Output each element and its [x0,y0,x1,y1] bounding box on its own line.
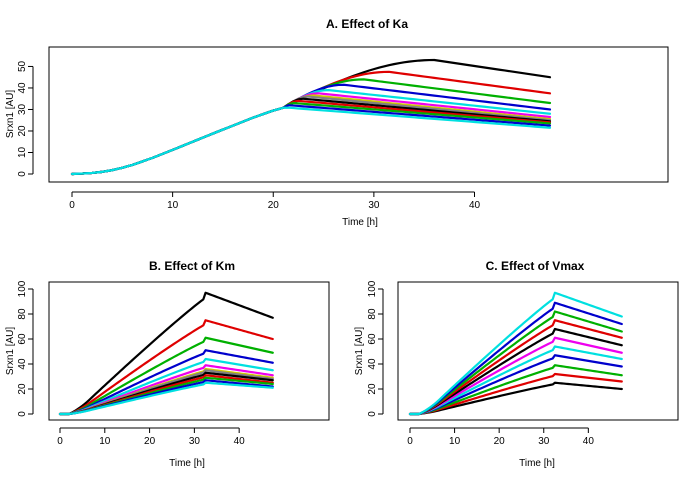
panel-c-x-tick-label: 20 [494,436,506,447]
panel-b-x-tick-label: 20 [144,436,156,447]
panel-b-y-tick-label: 80 [17,308,28,320]
panel-b-y-tick-label: 100 [17,280,28,297]
panel-c-y-tick-label: 20 [367,383,378,395]
panel-a: A. Effect of Ka 0 10 20 30 40 0 10 20 30 40 50 Ti… [5,17,669,228]
panel-c-series-line-8 [408,319,623,416]
panel-c-series-line-7 [408,327,623,416]
panel-b-series-line-1 [58,291,274,416]
panel-c-y-axis: 0 20 40 60 80 100 [367,280,384,417]
panel-a-y-tick-label: 0 [17,171,28,177]
panel-c-x-label: Time [h] [519,458,555,469]
panel-b-x-tick-label: 40 [234,436,246,447]
panel-a-plot-frame [48,46,669,183]
panel-a-y-tick-label: 10 [17,146,28,158]
panel-b-series-line-3 [58,336,274,416]
panel-b-title: B. Effect of Km [149,259,235,273]
panel-b-y-tick-label: 40 [17,358,28,370]
panel-c-plot-frame [397,281,679,421]
panel-b-x-tick-label: 30 [189,436,201,447]
panel-a-y-tick-label: 30 [17,103,28,115]
panel-b-plot-frame [48,281,330,421]
panel-a-y-tick-label: 40 [17,82,28,94]
panel-b-y-axis: 0 20 40 60 80 100 [17,280,34,417]
panel-c-y-tick-label: 40 [367,358,378,370]
panel-c-x-tick-label: 40 [583,436,595,447]
panel-c-y-tick-label: 100 [367,280,378,297]
panel-a-x-label: Time [h] [342,217,378,228]
panel-b-series-line-13 [58,381,274,416]
panel-c-series-line-6 [408,336,623,416]
panel-c-y-tick-label: 60 [367,333,378,345]
panel-c-x-axis: 0 10 20 30 40 [407,427,595,447]
panel-c-series-line-4 [408,354,623,416]
panel-a-series-line-8 [70,95,552,176]
panel-a-series-line-13 [70,106,552,176]
panel-b-y-tick-label: 0 [17,411,28,417]
panel-b-y-tick-label: 20 [17,383,28,395]
panel-c-series-line-2 [408,372,623,416]
panel-a-y-tick-label: 50 [17,60,28,72]
panel-c-series-line-1 [408,381,623,416]
panel-c-x-tick-label: 0 [407,436,413,447]
panel-a-x-tick-label: 30 [368,200,380,211]
panel-c: C. Effect of Vmax 0 10 20 30 40 0 20 40 60 80 100… [354,259,679,469]
panel-b-x-tick-label: 10 [99,436,111,447]
panel-c-y-tick-label: 80 [367,308,378,320]
panel-c-series-line-10 [408,301,623,416]
panel-a-x-tick-label: 40 [469,200,481,211]
panel-b-series-line-4 [58,349,274,416]
panel-c-series-line-5 [408,345,623,416]
panel-c-y-label: Srxn1 [AU] [354,327,365,376]
panel-a-series [70,58,552,176]
panel-a-x-tick-label: 10 [167,200,179,211]
panel-a-x-tick-label: 0 [69,200,75,211]
panel-c-x-tick-label: 10 [449,436,461,447]
panel-b: B. Effect of Km 0 10 20 30 40 0 20 40 60 80 100 T… [5,259,330,469]
panel-a-y-axis: 0 10 20 30 40 50 [17,60,34,177]
panel-b-x-tick-label: 0 [57,436,63,447]
panel-c-series [408,291,623,416]
panel-a-title: A. Effect of Ka [326,17,408,31]
panel-a-x-axis: 0 10 20 30 40 [69,191,481,211]
panel-a-x-tick-label: 20 [268,200,280,211]
panel-b-y-label: Srxn1 [AU] [5,327,16,376]
panel-b-y-tick-label: 60 [17,333,28,345]
panel-c-series-line-11 [408,291,623,416]
panel-c-series-line-3 [408,364,623,416]
panel-b-series-line-2 [58,319,274,416]
panel-c-x-tick-label: 30 [538,436,550,447]
panel-b-series [58,291,274,416]
panel-b-x-label: Time [h] [169,458,205,469]
panel-c-title: C. Effect of Vmax [486,259,585,273]
panel-a-y-label: Srxn1 [AU] [5,90,16,139]
panel-c-y-tick-label: 0 [367,411,378,417]
panel-a-y-tick-label: 20 [17,125,28,137]
panel-b-x-axis: 0 10 20 30 40 [57,427,246,447]
